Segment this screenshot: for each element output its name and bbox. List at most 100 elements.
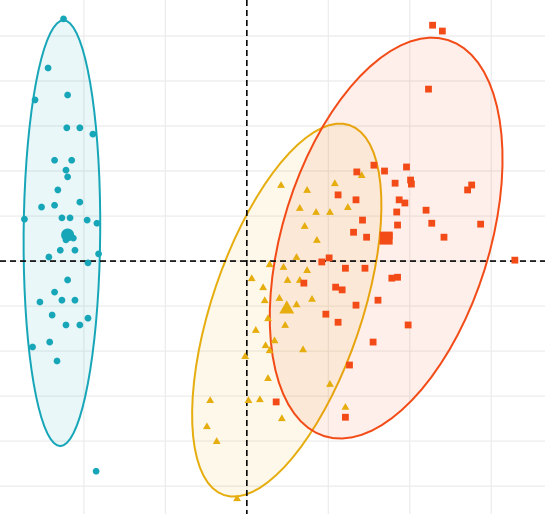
point (60, 15, 67, 23)
point (359, 216, 366, 224)
point (326, 380, 334, 387)
point (281, 321, 290, 328)
point (292, 300, 301, 308)
point (318, 258, 326, 266)
point (31, 96, 39, 104)
point (58, 296, 66, 304)
point (440, 233, 448, 241)
point (292, 253, 301, 260)
point (64, 173, 72, 181)
point (334, 191, 342, 199)
point (357, 171, 366, 179)
point (299, 345, 307, 353)
point (425, 85, 432, 93)
point (21, 215, 28, 223)
point (92, 467, 100, 475)
point (270, 336, 279, 344)
point (325, 254, 333, 262)
point (203, 422, 211, 430)
point (370, 161, 378, 169)
point (401, 199, 409, 207)
point (233, 494, 241, 502)
point (56, 246, 64, 254)
point (265, 346, 274, 354)
point (36, 298, 44, 306)
point (353, 168, 361, 176)
point (393, 208, 401, 216)
point (54, 186, 62, 194)
point (251, 326, 260, 333)
point (71, 296, 79, 304)
point (46, 338, 54, 346)
point (338, 286, 346, 294)
point (407, 176, 414, 184)
point (308, 294, 316, 302)
point (429, 21, 436, 29)
centroid (379, 231, 393, 245)
point (275, 294, 284, 301)
point (62, 166, 70, 174)
point (277, 414, 286, 422)
point (477, 220, 485, 228)
point (259, 283, 268, 291)
point (403, 163, 410, 171)
point (391, 179, 399, 187)
point (342, 413, 349, 421)
point (438, 27, 446, 35)
point (343, 203, 352, 210)
point (279, 262, 288, 270)
point (374, 296, 382, 304)
point (58, 214, 66, 222)
point (62, 321, 70, 329)
point (404, 321, 412, 329)
point (45, 253, 53, 261)
point (76, 124, 84, 132)
point (76, 198, 84, 206)
point (64, 276, 72, 284)
point (212, 437, 221, 445)
point (388, 274, 396, 282)
point (295, 204, 304, 211)
point (64, 91, 72, 99)
point (350, 228, 357, 236)
point (63, 124, 71, 132)
point (264, 374, 272, 382)
point (76, 321, 84, 329)
point (71, 246, 79, 254)
point (48, 311, 56, 319)
point (511, 256, 519, 264)
point (346, 361, 353, 369)
centroid (279, 300, 295, 314)
point (381, 167, 388, 175)
point (66, 214, 74, 222)
point (84, 259, 92, 267)
point (241, 352, 250, 359)
point (272, 398, 280, 406)
point (300, 279, 308, 287)
point (464, 186, 472, 194)
point (29, 343, 36, 351)
point (206, 396, 215, 404)
point (260, 296, 269, 304)
point (342, 264, 349, 272)
point (89, 130, 97, 138)
point (255, 395, 264, 403)
point (277, 181, 285, 188)
point (312, 235, 321, 243)
point (330, 179, 339, 187)
point (468, 181, 476, 189)
point (352, 196, 360, 204)
point (322, 310, 330, 318)
point (394, 273, 401, 281)
point (51, 288, 58, 296)
point (300, 222, 309, 229)
point (363, 233, 370, 241)
point (341, 402, 350, 410)
point (334, 318, 342, 326)
point (303, 186, 312, 193)
point (38, 203, 45, 211)
point (261, 341, 270, 349)
point (244, 396, 253, 404)
point (326, 208, 334, 215)
